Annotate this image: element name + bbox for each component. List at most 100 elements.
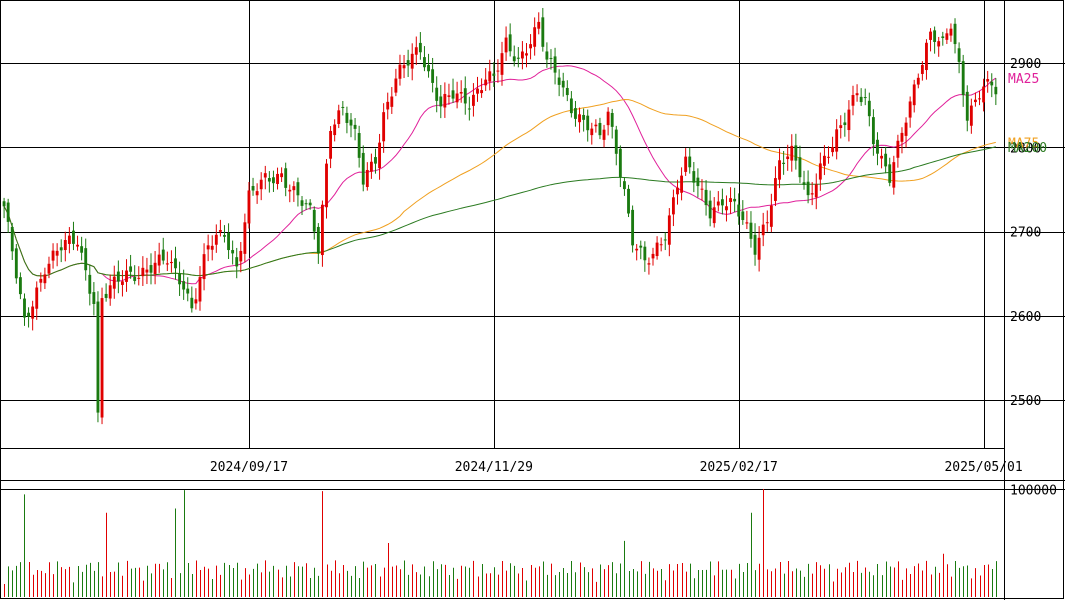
candle-body xyxy=(161,249,165,261)
price-tick-label: 2700 xyxy=(1010,226,1041,241)
candle-body xyxy=(178,273,182,285)
candle-body xyxy=(667,215,671,245)
candle-body xyxy=(520,51,524,59)
candle-body xyxy=(194,299,198,304)
candle-body xyxy=(31,306,35,319)
candle-body xyxy=(696,177,700,187)
candle-body xyxy=(169,261,173,264)
candle-body xyxy=(467,108,471,110)
candle-body xyxy=(610,113,614,127)
candle-body xyxy=(374,157,377,164)
candle-body xyxy=(843,122,847,126)
date-tick-label: 2025/02/17 xyxy=(700,460,778,475)
candle-body xyxy=(578,114,581,123)
candle-body xyxy=(778,160,781,180)
ma25-line xyxy=(3,65,997,285)
moving-average-lines xyxy=(3,65,997,285)
candle-body xyxy=(312,209,316,232)
candle-body xyxy=(635,248,639,251)
candle-body xyxy=(186,288,190,294)
candle-body xyxy=(586,115,590,131)
candle-body xyxy=(247,190,251,224)
candle-body xyxy=(59,247,63,251)
candle-body xyxy=(333,124,337,136)
candle-body xyxy=(202,254,206,280)
candle-body xyxy=(974,99,977,103)
ma75-label: MA75 xyxy=(1008,136,1039,151)
candle-body xyxy=(76,244,79,247)
candle-body xyxy=(153,262,157,275)
candle-body xyxy=(292,186,296,191)
candle-body xyxy=(827,156,830,158)
candle-body xyxy=(35,287,39,309)
candle-body xyxy=(55,250,59,256)
candle-body xyxy=(96,301,100,413)
candle-body xyxy=(688,156,692,168)
candle-body xyxy=(859,96,863,103)
candle-body xyxy=(431,69,435,83)
candle-body xyxy=(427,65,430,72)
candle-body xyxy=(47,263,51,274)
candle-body xyxy=(116,271,120,282)
candle-body xyxy=(798,157,802,178)
candle-body xyxy=(165,263,169,265)
candle-body xyxy=(582,114,586,120)
volume-tick-label: 100000 xyxy=(1010,484,1057,499)
candle-body xyxy=(210,245,214,250)
candle-body xyxy=(329,130,333,159)
candle-body xyxy=(541,17,545,47)
candle-body xyxy=(112,276,116,289)
candle-body xyxy=(353,124,357,129)
price-tick-label: 2500 xyxy=(1010,394,1041,409)
price-tick-label: 2900 xyxy=(1010,57,1041,72)
candle-body xyxy=(965,91,969,121)
candle-body xyxy=(439,96,443,107)
candle-body xyxy=(484,79,488,86)
candle-body xyxy=(782,162,786,164)
candle-body xyxy=(839,125,843,129)
candle-body xyxy=(43,274,47,284)
candle-body xyxy=(284,168,288,188)
candle-body xyxy=(190,297,194,309)
candle-body xyxy=(737,204,741,217)
candle-body xyxy=(145,269,149,273)
candle-body xyxy=(745,222,749,224)
candle-body xyxy=(443,93,447,108)
candle-body xyxy=(896,140,900,158)
candle-body xyxy=(88,274,92,294)
candle-body xyxy=(933,30,937,42)
candle-body xyxy=(716,201,720,206)
candle-body xyxy=(227,233,230,251)
candle-body xyxy=(598,122,602,136)
candle-body xyxy=(871,117,875,145)
candle-body xyxy=(888,164,892,183)
candle-body xyxy=(961,61,965,96)
candle-body xyxy=(239,250,243,262)
candle-body xyxy=(157,254,161,266)
candle-body xyxy=(345,112,349,123)
candle-body xyxy=(774,178,777,201)
candle-body xyxy=(488,71,492,82)
candle-body xyxy=(651,253,655,259)
candle-body xyxy=(561,80,565,88)
candle-body xyxy=(423,57,426,68)
candle-body xyxy=(125,270,128,282)
candle-body xyxy=(80,246,84,253)
candle-body xyxy=(708,200,712,219)
candle-body xyxy=(337,110,341,125)
candle-body xyxy=(986,79,990,82)
candle-body xyxy=(749,222,753,239)
candle-body xyxy=(300,200,304,206)
candle-body xyxy=(659,244,663,246)
candle-body xyxy=(39,278,43,283)
ma200-line xyxy=(3,146,996,277)
candle-body xyxy=(876,139,879,154)
candle-body xyxy=(418,42,422,53)
candle-body xyxy=(235,257,239,267)
candle-body xyxy=(614,129,618,154)
candle-body xyxy=(790,145,794,161)
candle-body xyxy=(982,86,986,103)
candle-body xyxy=(218,230,222,232)
candle-body xyxy=(480,90,484,94)
